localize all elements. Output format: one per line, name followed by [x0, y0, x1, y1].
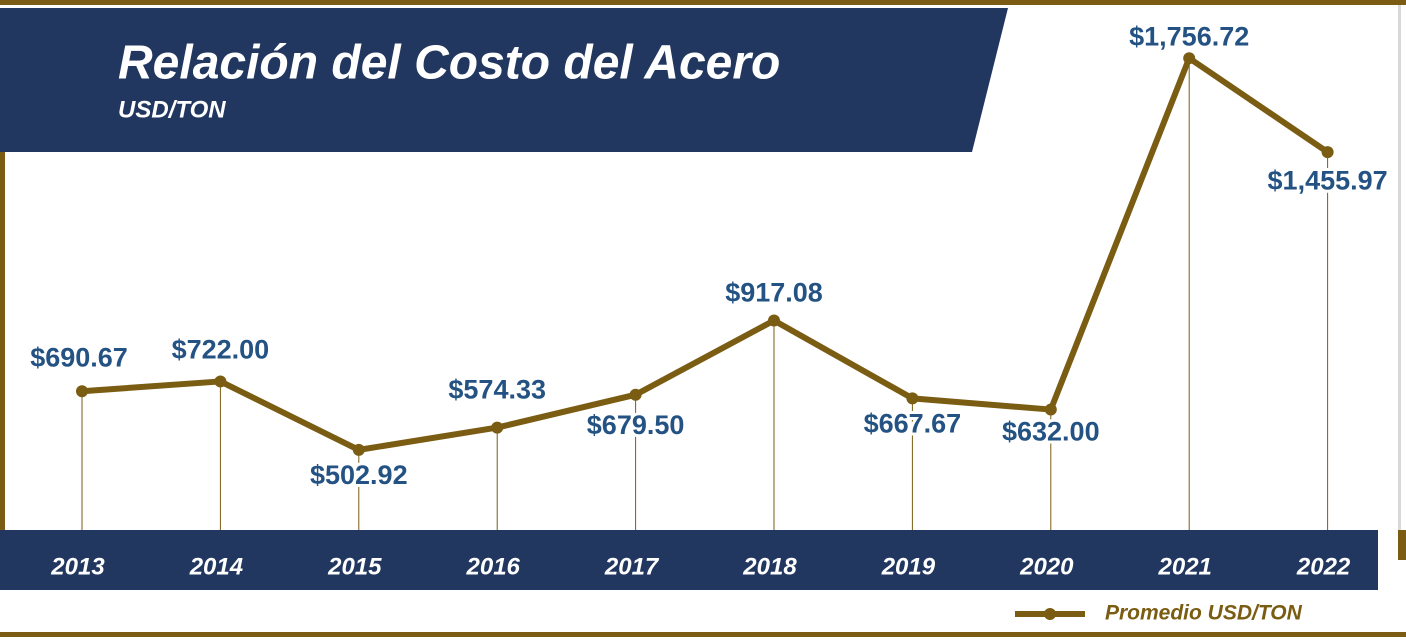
x-tick-label: 2017: [604, 553, 660, 580]
series-line: [81, 55, 1330, 453]
point: [768, 314, 780, 327]
point: [491, 421, 504, 434]
chart-subtitle: USD/TON: [118, 96, 226, 123]
point: [1321, 146, 1334, 159]
data-label: $722.00: [172, 335, 270, 365]
x-tick-label: 2019: [881, 553, 936, 580]
point: [629, 388, 642, 401]
x-tick-label: 2016: [466, 553, 521, 580]
right-border: [1398, 5, 1401, 530]
x-tick-label: 2018: [742, 553, 797, 580]
point: [352, 443, 365, 456]
data-label: $574.33: [448, 375, 546, 405]
chart-title: Relación del Costo del Acero: [118, 37, 780, 90]
point: [1183, 52, 1196, 65]
legend-label: Promedio USD/TON: [1105, 602, 1303, 625]
point: [76, 385, 88, 398]
data-label: $502.92: [310, 460, 408, 490]
point: [1044, 403, 1057, 416]
data-label: $667.67: [864, 409, 962, 439]
x-axis-band: [0, 530, 1378, 590]
data-label: $690.67: [30, 342, 128, 372]
corner-accent: [1398, 530, 1406, 560]
data-label: $679.50: [587, 410, 685, 440]
data-label: $917.08: [725, 278, 823, 308]
left-border: [0, 150, 5, 530]
x-tick-label: 2013: [50, 553, 105, 580]
x-tick-label: 2020: [1019, 553, 1074, 580]
data-label: $1,455.97: [1268, 165, 1388, 195]
x-tick-label: 2021: [1158, 553, 1212, 580]
x-tick-label: 2014: [189, 553, 243, 580]
point: [214, 375, 227, 388]
top-border: [0, 0, 1406, 5]
bottom-border: [0, 632, 1406, 637]
point: [906, 392, 919, 405]
x-tick-label: 2022: [1296, 553, 1351, 580]
data-label: $632.00: [1002, 417, 1100, 447]
x-tick-label: 2015: [327, 553, 382, 580]
data-label: $1,756.72: [1129, 21, 1249, 51]
title-banner: [0, 8, 1008, 152]
legend-marker: [1044, 608, 1056, 620]
